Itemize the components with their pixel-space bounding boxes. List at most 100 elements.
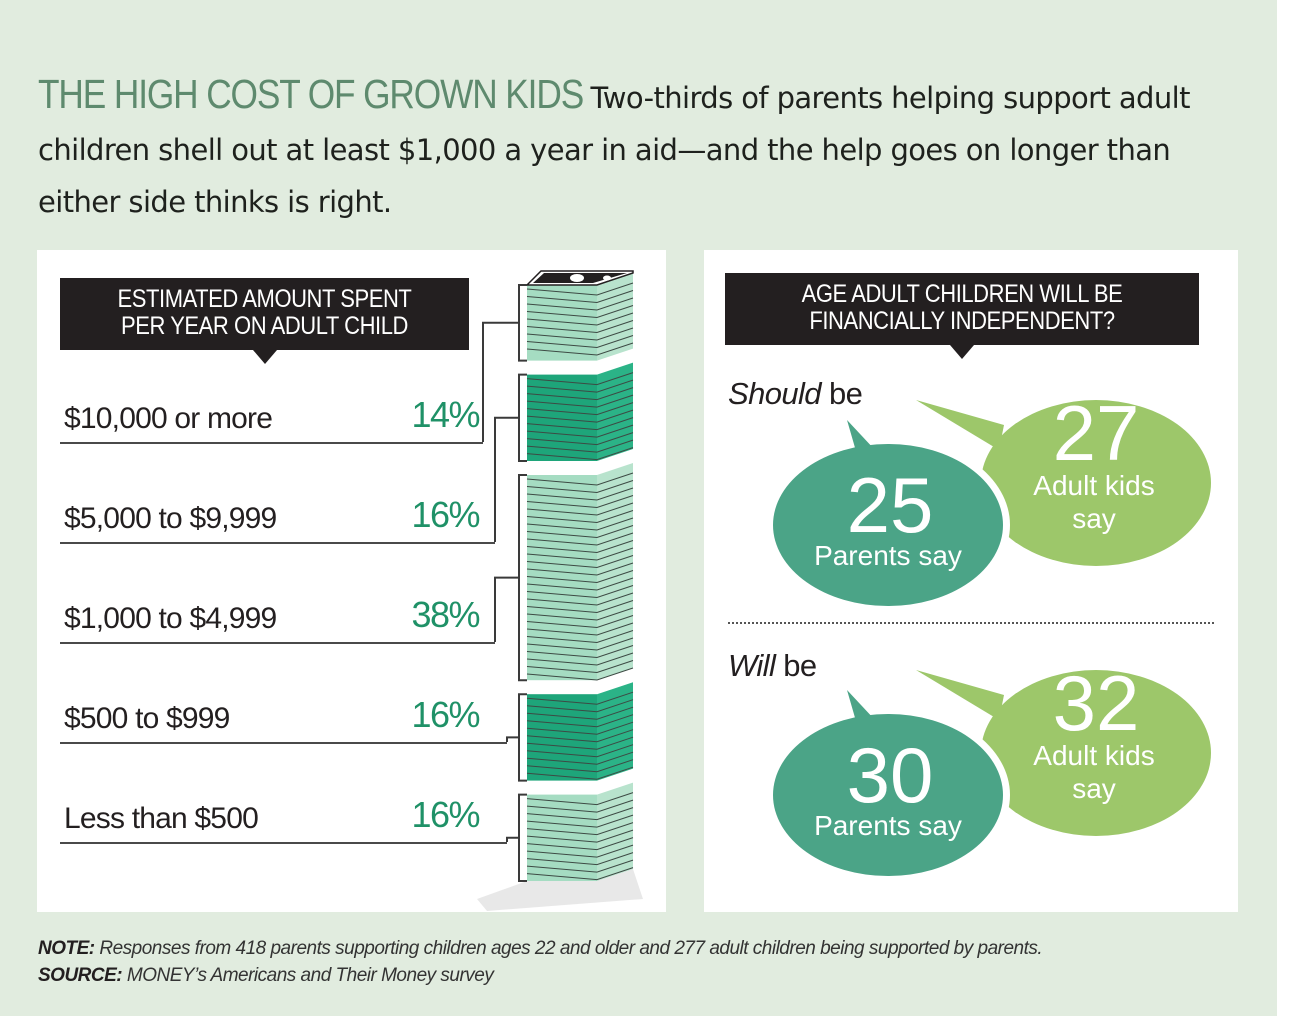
kids-label-line2: say <box>1072 503 1116 534</box>
bill-line <box>526 592 634 606</box>
independence-header: AGE ADULT CHILDREN WILL BE FINANCIALLY I… <box>725 273 1199 359</box>
bracket-connector <box>494 373 527 542</box>
bill-line <box>526 807 634 821</box>
bill-line <box>526 447 634 461</box>
spending-row-label: $5,000 to $9,999 <box>64 502 277 535</box>
bill-line <box>526 312 634 326</box>
spending-row-percent: 16% <box>411 794 480 835</box>
parents-label: Parents say <box>814 540 962 571</box>
spending-row-percent: 14% <box>411 394 480 435</box>
will-rest: be <box>775 648 817 683</box>
bill-line <box>526 555 634 569</box>
bill-line <box>526 517 634 531</box>
spending-row-label: $1,000 to $4,999 <box>64 602 277 635</box>
bill-line <box>526 510 634 524</box>
bill-line <box>526 844 634 858</box>
should-rest: be <box>820 376 863 411</box>
bill-line <box>526 859 634 873</box>
bill-line <box>526 699 634 713</box>
bracket-connector <box>482 284 527 442</box>
note-label: NOTE: <box>38 938 95 959</box>
should-emph: Should <box>728 376 822 411</box>
spending-row-label: $10,000 or more <box>64 402 273 435</box>
bracket-connector <box>506 693 527 782</box>
bill-line <box>526 290 634 304</box>
bill-line <box>526 387 634 401</box>
bill-line <box>526 562 634 576</box>
bill-line <box>526 547 634 561</box>
bill-line <box>526 502 634 516</box>
bracket-connector <box>506 793 527 882</box>
spending-row-percent: 16% <box>411 494 480 535</box>
source-line: SOURCE: MONEY’s Americans and Their Mone… <box>38 962 1042 989</box>
bill-line <box>526 585 634 599</box>
bill-line <box>526 297 634 311</box>
bill-line <box>526 282 634 296</box>
parents-label: Parents say <box>814 810 962 841</box>
divider <box>728 622 1214 624</box>
bill-line <box>526 759 634 773</box>
spending-row: $10,000 or more 14% <box>60 392 483 444</box>
bill-line <box>526 814 634 828</box>
spending-header-line2: PER YEAR ON ADULT CHILD <box>121 312 408 340</box>
bill-line <box>526 615 634 629</box>
bill-line <box>526 540 634 554</box>
bill-line <box>526 305 634 319</box>
bill-line <box>526 867 634 881</box>
bill-line <box>526 714 634 728</box>
bill-line <box>526 472 634 486</box>
stack-segment-front <box>527 374 597 461</box>
spending-row: $5,000 to $9,999 16% <box>60 492 495 544</box>
bill-line <box>526 372 634 386</box>
bill-line <box>526 525 634 539</box>
bill-line <box>526 379 634 393</box>
bill-line <box>526 600 634 614</box>
bill-line <box>526 342 634 356</box>
kids-value: 27 <box>1053 389 1140 477</box>
note-text: Responses from 418 parents supporting ch… <box>94 938 1043 959</box>
stack-segment <box>526 362 634 461</box>
spending-header-line1: ESTIMATED AMOUNT SPENT <box>117 285 412 313</box>
source-text: MONEY’s Americans and Their Money survey <box>122 965 494 986</box>
bill-line <box>526 706 634 720</box>
kids-label-line1: Adult kids <box>1033 740 1154 771</box>
bill-line <box>526 487 634 501</box>
independence-header-line2: FINANCIALLY INDEPENDENT? <box>809 307 1115 335</box>
stack-segment <box>526 782 634 881</box>
stack-segment <box>526 273 634 361</box>
bill-line <box>526 402 634 416</box>
bill-line <box>526 630 634 644</box>
bill-line <box>526 577 634 591</box>
title-block: THE HIGH COST OF GROWN KIDS Two-thirds o… <box>38 68 1218 228</box>
will-be-label: Will be <box>728 648 817 684</box>
stack-segment <box>526 463 634 681</box>
parents-value: 30 <box>847 731 934 819</box>
bill-line <box>526 480 634 494</box>
spending-row-label: $500 to $999 <box>64 702 230 735</box>
stack-segment <box>526 682 634 781</box>
bill-line <box>526 645 634 659</box>
stack-segment-side <box>597 682 633 781</box>
spending-row: Less than $500 16% <box>60 792 507 844</box>
bill-line <box>526 532 634 546</box>
bill-line <box>526 721 634 735</box>
bracket-connector <box>494 474 527 682</box>
bill-line <box>526 852 634 866</box>
bill-line <box>526 822 634 836</box>
spending-header: ESTIMATED AMOUNT SPENT PER YEAR ON ADULT… <box>60 278 469 364</box>
spending-row-percent: 38% <box>411 594 480 635</box>
bill-line <box>526 417 634 431</box>
spending-row-label: Less than $500 <box>64 802 259 835</box>
bill-line <box>526 792 634 806</box>
stack-segment-front <box>527 285 597 361</box>
bill-line <box>526 607 634 621</box>
headline: THE HIGH COST OF GROWN KIDS <box>38 71 584 117</box>
bill-line <box>526 622 634 636</box>
bill-line <box>526 335 634 349</box>
